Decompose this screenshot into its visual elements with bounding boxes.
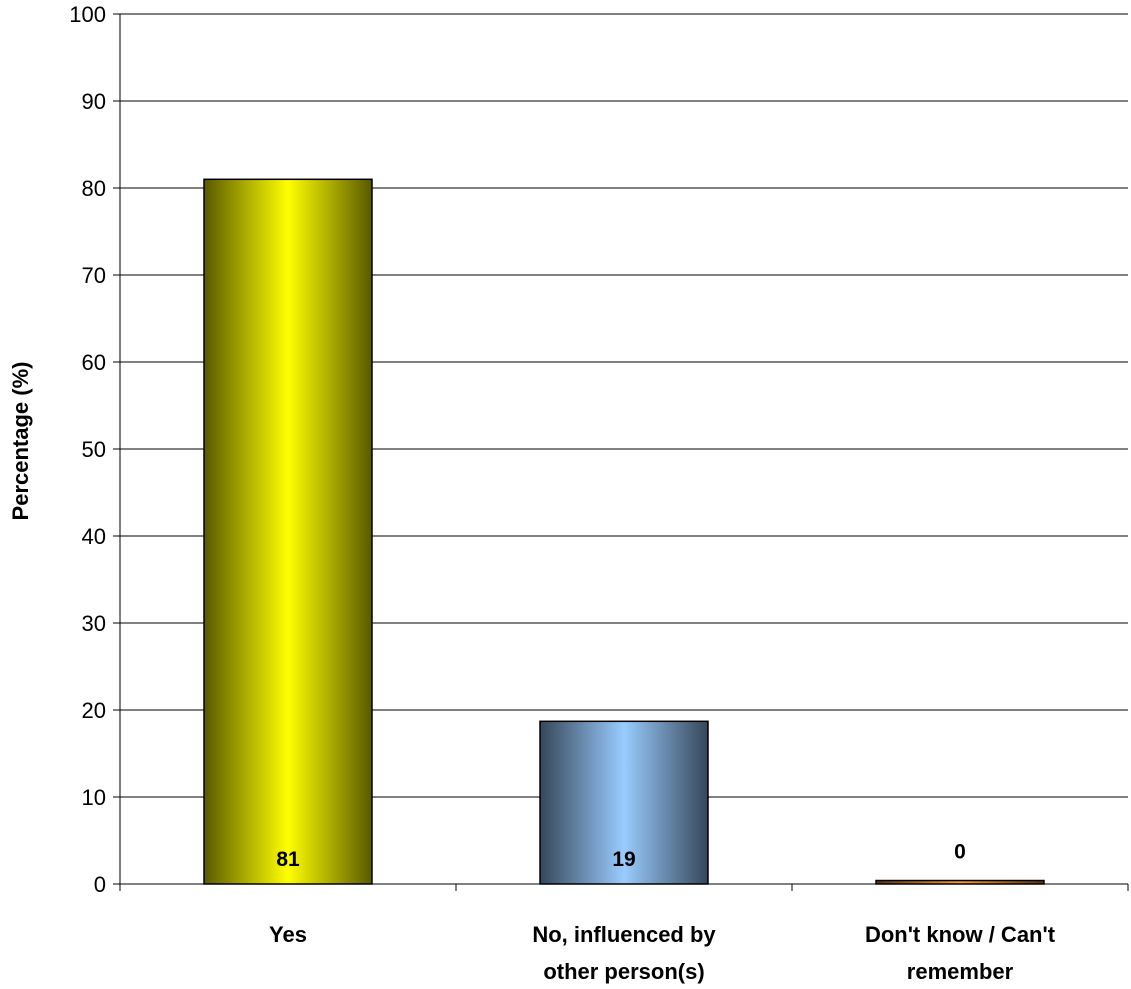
y-tick-label: 100 — [69, 2, 106, 27]
bar-2 — [539, 720, 709, 885]
x-category-label: Don't know / Can't — [865, 922, 1056, 947]
x-category-label: Yes — [269, 922, 307, 947]
x-category-label: other person(s) — [543, 959, 704, 984]
data-label: 19 — [612, 848, 635, 871]
bar-3 — [875, 879, 1045, 885]
labels: 0 10 20 30 40 50 60 70 80 90 100 81 Yes 19 No, influen… — [69, 2, 1055, 984]
bars — [203, 178, 1045, 885]
y-tick-label: 50 — [82, 437, 106, 462]
y-tick-label: 70 — [82, 263, 106, 288]
y-tick-label: 90 — [82, 89, 106, 114]
data-label: 0 — [954, 841, 966, 864]
y-tick-label: 40 — [82, 524, 106, 549]
y-tick-label: 80 — [82, 176, 106, 201]
axes — [113, 13, 1129, 891]
y-tick-label: 10 — [82, 785, 106, 810]
bar-1 — [203, 178, 373, 885]
x-category-label: No, influenced by — [532, 922, 716, 947]
y-tick-label: 20 — [82, 698, 106, 723]
y-tick-label: 0 — [94, 872, 106, 897]
y-tick-label: 30 — [82, 611, 106, 636]
y-tick-label: 60 — [82, 350, 106, 375]
x-category-label: remember — [907, 959, 1014, 984]
data-label: 81 — [276, 848, 300, 871]
y-axis-title: Percentage (%) — [8, 362, 33, 521]
